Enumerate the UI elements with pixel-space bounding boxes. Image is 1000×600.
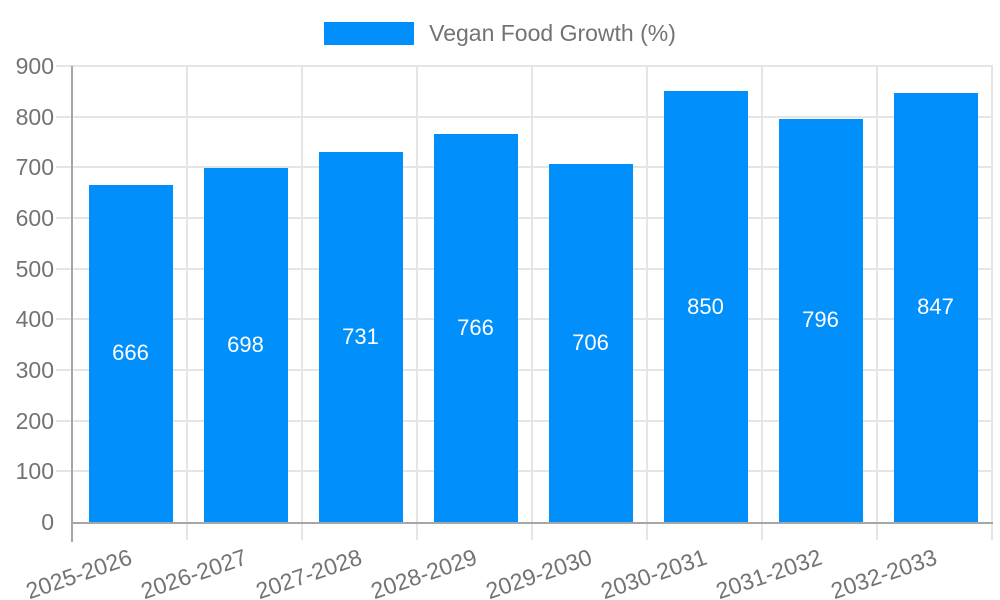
y-axis-line — [71, 66, 73, 542]
gridline-vertical — [301, 66, 303, 540]
gridline-vertical — [991, 66, 993, 540]
gridline-horizontal — [56, 369, 993, 371]
plot-area: 666 698 731 766 706 850 796 847 — [56, 65, 993, 542]
gridline-horizontal — [56, 419, 993, 422]
y-tick-label: 200 — [15, 407, 54, 434]
gridline-horizontal — [56, 318, 993, 321]
bar[interactable]: 666 — [88, 184, 173, 522]
gridline-vertical — [761, 66, 763, 540]
x-axis-labels: 2025-2026 2026-2027 2027-2028 2028-2029 2029… — [22, 543, 993, 600]
bar[interactable]: 796 — [778, 118, 863, 522]
y-tick-label: 100 — [15, 458, 54, 485]
x-tick-label: 2030-2031 — [597, 543, 710, 600]
legend-label: Vegan Food Growth (%) — [429, 20, 676, 46]
x-tick-label: 2031-2032 — [712, 543, 825, 600]
x-tick-label: 2027-2028 — [252, 543, 365, 600]
y-axis-labels: 0 100 200 300 400 500 600 700 800 900 — [0, 53, 54, 535]
bar[interactable]: 850 — [663, 91, 748, 522]
bar-value-label: 766 — [457, 314, 494, 340]
gridline-vertical — [646, 66, 648, 540]
bar[interactable]: 698 — [203, 168, 288, 522]
y-tick-label: 500 — [15, 255, 54, 282]
gridline-horizontal — [56, 217, 993, 219]
x-tick-label: 2025-2026 — [22, 543, 135, 600]
bar-value-label: 731 — [342, 323, 379, 349]
bar-value-label: 847 — [917, 294, 954, 320]
x-axis-line — [71, 522, 993, 524]
gridline-horizontal — [56, 166, 993, 169]
gridline-horizontal — [56, 115, 993, 118]
y-tick-label: 300 — [15, 357, 54, 383]
y-tick-label: 700 — [15, 154, 54, 181]
gridline-vertical — [416, 66, 418, 540]
gridline-vertical — [531, 66, 533, 540]
y-tick-label: 600 — [15, 205, 54, 231]
bar-value-label: 666 — [112, 340, 149, 366]
x-tick-label: 2032-2033 — [827, 543, 940, 600]
bar[interactable]: 706 — [548, 164, 633, 522]
x-tick-label: 2026-2027 — [137, 543, 250, 600]
gridline-horizontal — [56, 267, 993, 270]
bar[interactable]: 847 — [893, 92, 978, 522]
x-tick-label: 2029-2030 — [482, 543, 595, 600]
bar[interactable]: 766 — [433, 133, 518, 522]
legend[interactable]: Vegan Food Growth (%) — [0, 20, 1000, 47]
bar[interactable]: 731 — [318, 151, 403, 522]
y-tick-label: 900 — [15, 53, 54, 79]
gridline-vertical — [186, 66, 188, 540]
bar-value-label: 796 — [802, 307, 839, 333]
bar-value-label: 698 — [227, 332, 264, 358]
x-tick-label: 2028-2029 — [367, 543, 480, 600]
bar-value-label: 706 — [572, 330, 609, 356]
gridline-horizontal — [56, 470, 993, 473]
gridline-horizontal — [56, 65, 993, 67]
legend-swatch-icon — [324, 22, 415, 45]
y-tick-label: 800 — [15, 103, 54, 130]
y-tick-label: 0 — [41, 509, 54, 535]
bar-value-label: 850 — [687, 293, 724, 319]
y-tick-label: 400 — [15, 306, 54, 333]
gridline-vertical — [876, 66, 878, 540]
